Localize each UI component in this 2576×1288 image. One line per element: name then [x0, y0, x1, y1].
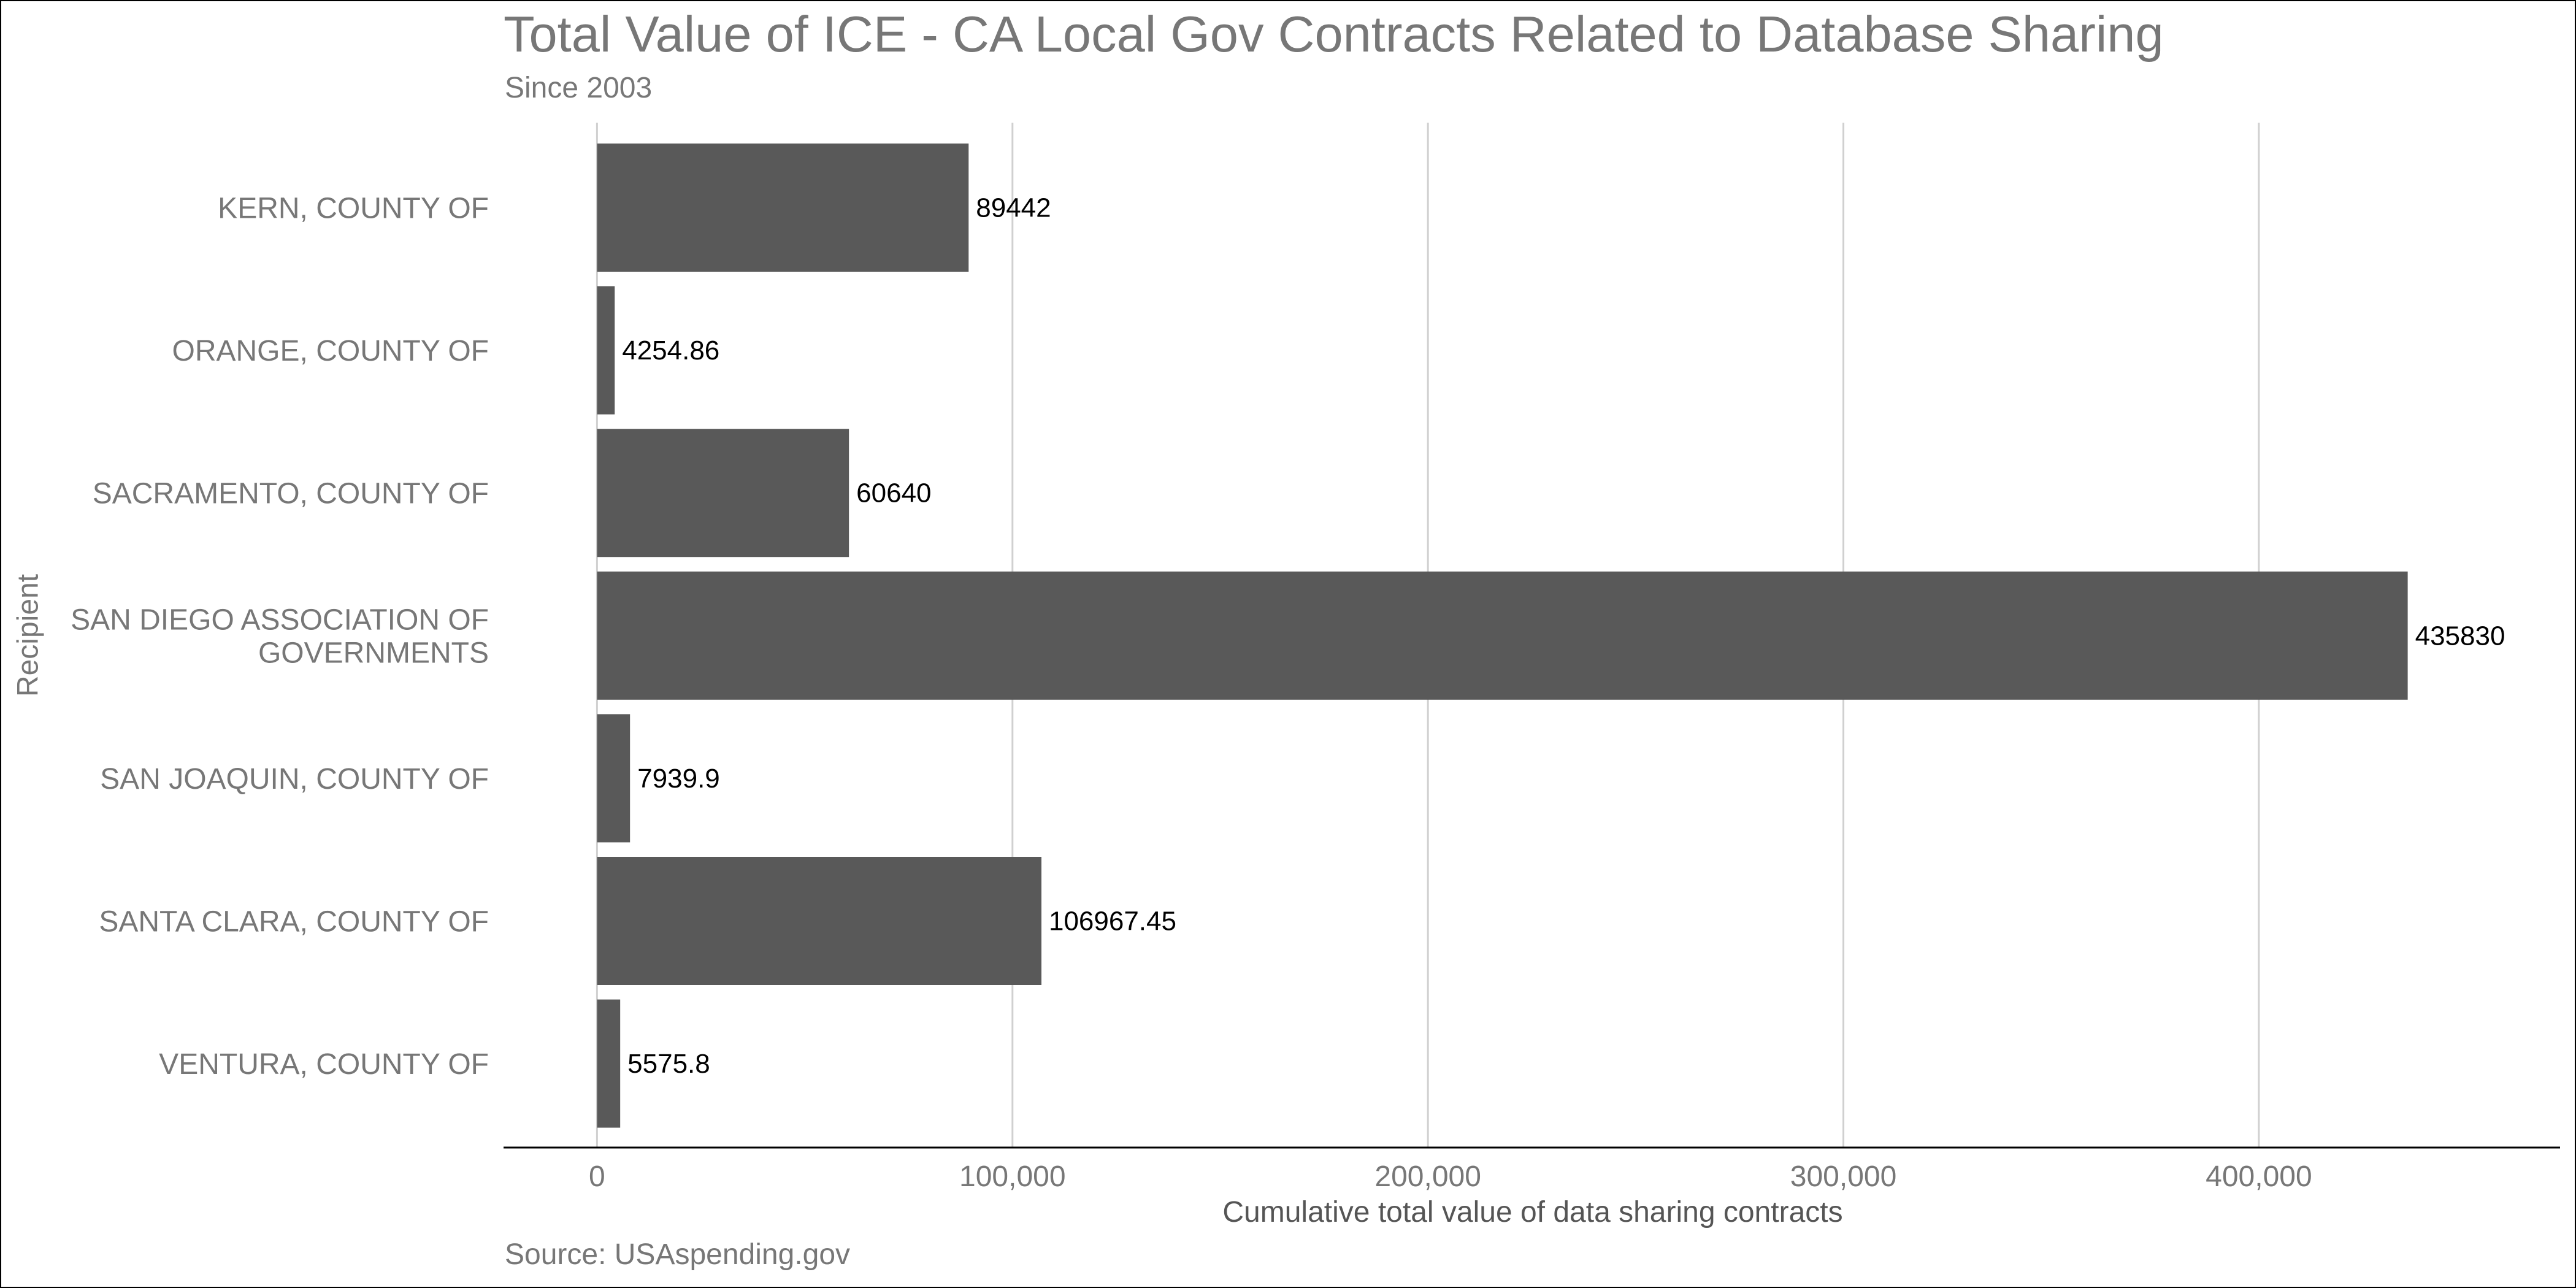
chart-subtitle: Since 2003: [505, 72, 653, 104]
value-label-6: 5575.8: [627, 1049, 710, 1079]
category-label-line: ORANGE, COUNTY OF: [172, 335, 489, 367]
x-tick-label-3: 300,000: [1790, 1160, 1897, 1193]
category-label-line: KERN, COUNTY OF: [218, 193, 489, 225]
value-label-0: 89442: [976, 193, 1051, 223]
chart-caption: Source: USAspending.gov: [505, 1238, 851, 1271]
x-tick-label-0: 0: [589, 1160, 605, 1193]
category-label-4: SAN JOAQUIN, COUNTY OF: [100, 763, 489, 795]
category-label-line: VENTURA, COUNTY OF: [159, 1048, 489, 1081]
value-label-2: 60640: [856, 478, 931, 508]
category-label-line: SACRAMENTO, COUNTY OF: [93, 478, 489, 510]
category-label-0: KERN, COUNTY OF: [218, 193, 489, 225]
bar-1: [597, 286, 615, 415]
category-label-line: GOVERNMENTS: [258, 637, 489, 669]
bar-5: [597, 857, 1041, 985]
value-label-5: 106967.45: [1049, 907, 1176, 937]
value-label-4: 7939.9: [637, 764, 720, 794]
category-label-2: SACRAMENTO, COUNTY OF: [93, 478, 489, 510]
x-tick-label-1: 100,000: [959, 1160, 1066, 1193]
chart-title: Total Value of ICE - CA Local Gov Contra…: [504, 6, 2164, 63]
value-label-1: 4254.86: [622, 335, 719, 366]
category-label-line: SAN JOAQUIN, COUNTY OF: [100, 763, 489, 795]
x-tick-label-4: 400,000: [2206, 1160, 2312, 1193]
bar-6: [597, 999, 621, 1128]
category-label-3: SAN DIEGO ASSOCIATION OF GOVERNMENTS: [71, 604, 489, 669]
category-label-line: SAN DIEGO ASSOCIATION OF: [71, 604, 489, 636]
category-label-6: VENTURA, COUNTY OF: [159, 1048, 489, 1081]
value-label-3: 435830: [2415, 621, 2505, 651]
x-tick-label-2: 200,000: [1374, 1160, 1481, 1193]
bar-3: [597, 571, 2408, 700]
category-label-5: SANTA CLARA, COUNTY OF: [99, 906, 489, 938]
bar-0: [597, 144, 969, 272]
bar-4: [597, 714, 631, 843]
category-label-line: SANTA CLARA, COUNTY OF: [99, 906, 489, 938]
x-axis-label: Cumulative total value of data sharing c…: [1222, 1196, 1843, 1229]
category-label-1: ORANGE, COUNTY OF: [172, 335, 489, 367]
bar-2: [597, 429, 849, 558]
